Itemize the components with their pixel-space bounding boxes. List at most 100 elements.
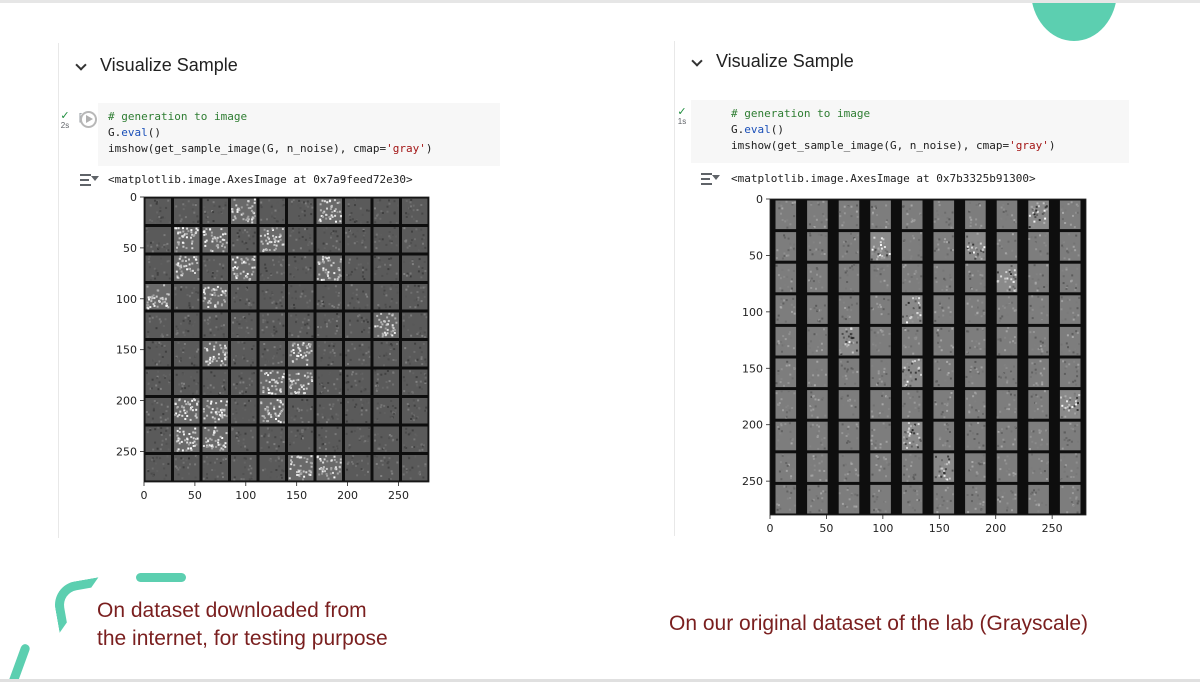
tile-speckle (948, 461, 950, 464)
tile-speckle (811, 253, 814, 256)
tile-speckle (305, 345, 308, 348)
tile-speckle (791, 278, 793, 281)
tile-speckle (235, 292, 238, 294)
chevron-down-icon[interactable] (690, 55, 704, 69)
sample-tile (145, 455, 171, 481)
tile-speckle (879, 303, 882, 306)
tile-speckle (1028, 238, 1031, 240)
tile-speckle (1005, 271, 1008, 274)
tile-speckle (420, 443, 423, 446)
tile-speckle (160, 431, 163, 434)
tile-speckle (267, 446, 270, 449)
tile-speckle (185, 459, 188, 462)
tile-speckle (278, 255, 281, 258)
tile-speckle (246, 276, 249, 279)
tile-speckle (262, 327, 265, 330)
tile-speckle (423, 260, 426, 263)
tile-speckle (275, 236, 278, 239)
tile-speckle (874, 447, 877, 450)
tile-speckle (275, 380, 278, 383)
run-cell-button[interactable] (80, 111, 97, 128)
tile-speckle (1002, 373, 1004, 376)
tile-speckle (789, 430, 792, 433)
tile-speckle (309, 372, 312, 375)
tile-speckle (327, 271, 330, 274)
code-cell[interactable]: # generation to image G.eval() imshow(ge… (691, 100, 1129, 163)
tile-speckle (336, 447, 339, 450)
tile-speckle (877, 457, 880, 460)
tile-speckle (322, 301, 324, 304)
tile-speckle (165, 442, 168, 445)
tile-speckle (1036, 289, 1039, 292)
tile-speckle (1064, 367, 1067, 370)
tile-speckle (1002, 438, 1005, 441)
tile-speckle (276, 415, 279, 418)
tile-speckle (218, 357, 220, 359)
tile-speckle (245, 298, 248, 301)
tile-speckle (183, 234, 185, 237)
tile-speckle (225, 204, 228, 207)
tile-speckle (232, 267, 235, 270)
tile-speckle (410, 334, 413, 337)
tile-speckle (1062, 397, 1065, 400)
tile-speckle (160, 443, 163, 446)
sample-tile (965, 484, 986, 514)
tile-speckle (425, 316, 428, 319)
tile-speckle (1069, 223, 1072, 226)
tile-speckle (1041, 298, 1044, 301)
tile-speckle (339, 274, 342, 277)
tile-speckle (351, 456, 354, 459)
sample-tile (838, 263, 860, 293)
tile-speckle (302, 290, 305, 293)
tile-speckle (846, 308, 849, 311)
tile-speckle (182, 319, 185, 322)
tile-speckle (301, 210, 304, 213)
tile-speckle (1035, 248, 1038, 251)
tile-speckle (391, 313, 394, 316)
tile-speckle (938, 478, 941, 481)
tile-speckle (944, 211, 947, 214)
tile-speckle (386, 272, 389, 275)
tile-speckle (968, 424, 971, 427)
tile-speckle (1037, 348, 1040, 351)
tile-speckle (969, 216, 972, 219)
tile-speckle (193, 211, 196, 214)
tile-speckle (381, 386, 384, 389)
tile-speckle (938, 367, 941, 370)
tile-speckle (195, 231, 198, 234)
section-header[interactable]: Visualize Sample (690, 51, 854, 72)
tile-speckle (290, 430, 293, 433)
tile-speckle (328, 373, 331, 376)
tile-speckle (268, 459, 271, 462)
tile-speckle (374, 207, 376, 210)
output-toggle-icon[interactable] (80, 173, 99, 187)
tile-speckle (1060, 308, 1063, 311)
tile-speckle (382, 447, 385, 450)
tile-speckle (888, 332, 891, 335)
chevron-down-icon[interactable] (74, 59, 88, 73)
tile-speckle (949, 285, 952, 288)
tile-speckle (384, 263, 386, 266)
tile-speckle (214, 469, 216, 472)
tile-speckle (974, 391, 977, 394)
tile-speckle (882, 333, 885, 336)
tile-speckle (410, 291, 413, 294)
output-toggle-icon[interactable] (701, 172, 720, 186)
tile-speckle (420, 351, 423, 354)
tile-speckle (181, 387, 184, 390)
code-cell[interactable]: # generation to image G.eval() imshow(ge… (98, 103, 500, 166)
tile-speckle (820, 234, 823, 237)
tile-speckle (234, 358, 237, 361)
tile-speckle (350, 212, 353, 214)
tile-speckle (327, 287, 330, 290)
tile-speckle (328, 256, 330, 259)
tile-speckle (1074, 453, 1077, 456)
tile-speckle (877, 247, 880, 250)
tile-speckle (776, 403, 779, 406)
tile-speckle (908, 410, 911, 413)
tile-speckle (808, 279, 810, 282)
tile-speckle (250, 475, 253, 478)
section-header[interactable]: Visualize Sample (74, 55, 238, 76)
tile-speckle (980, 257, 983, 260)
tile-speckle (1001, 282, 1004, 285)
